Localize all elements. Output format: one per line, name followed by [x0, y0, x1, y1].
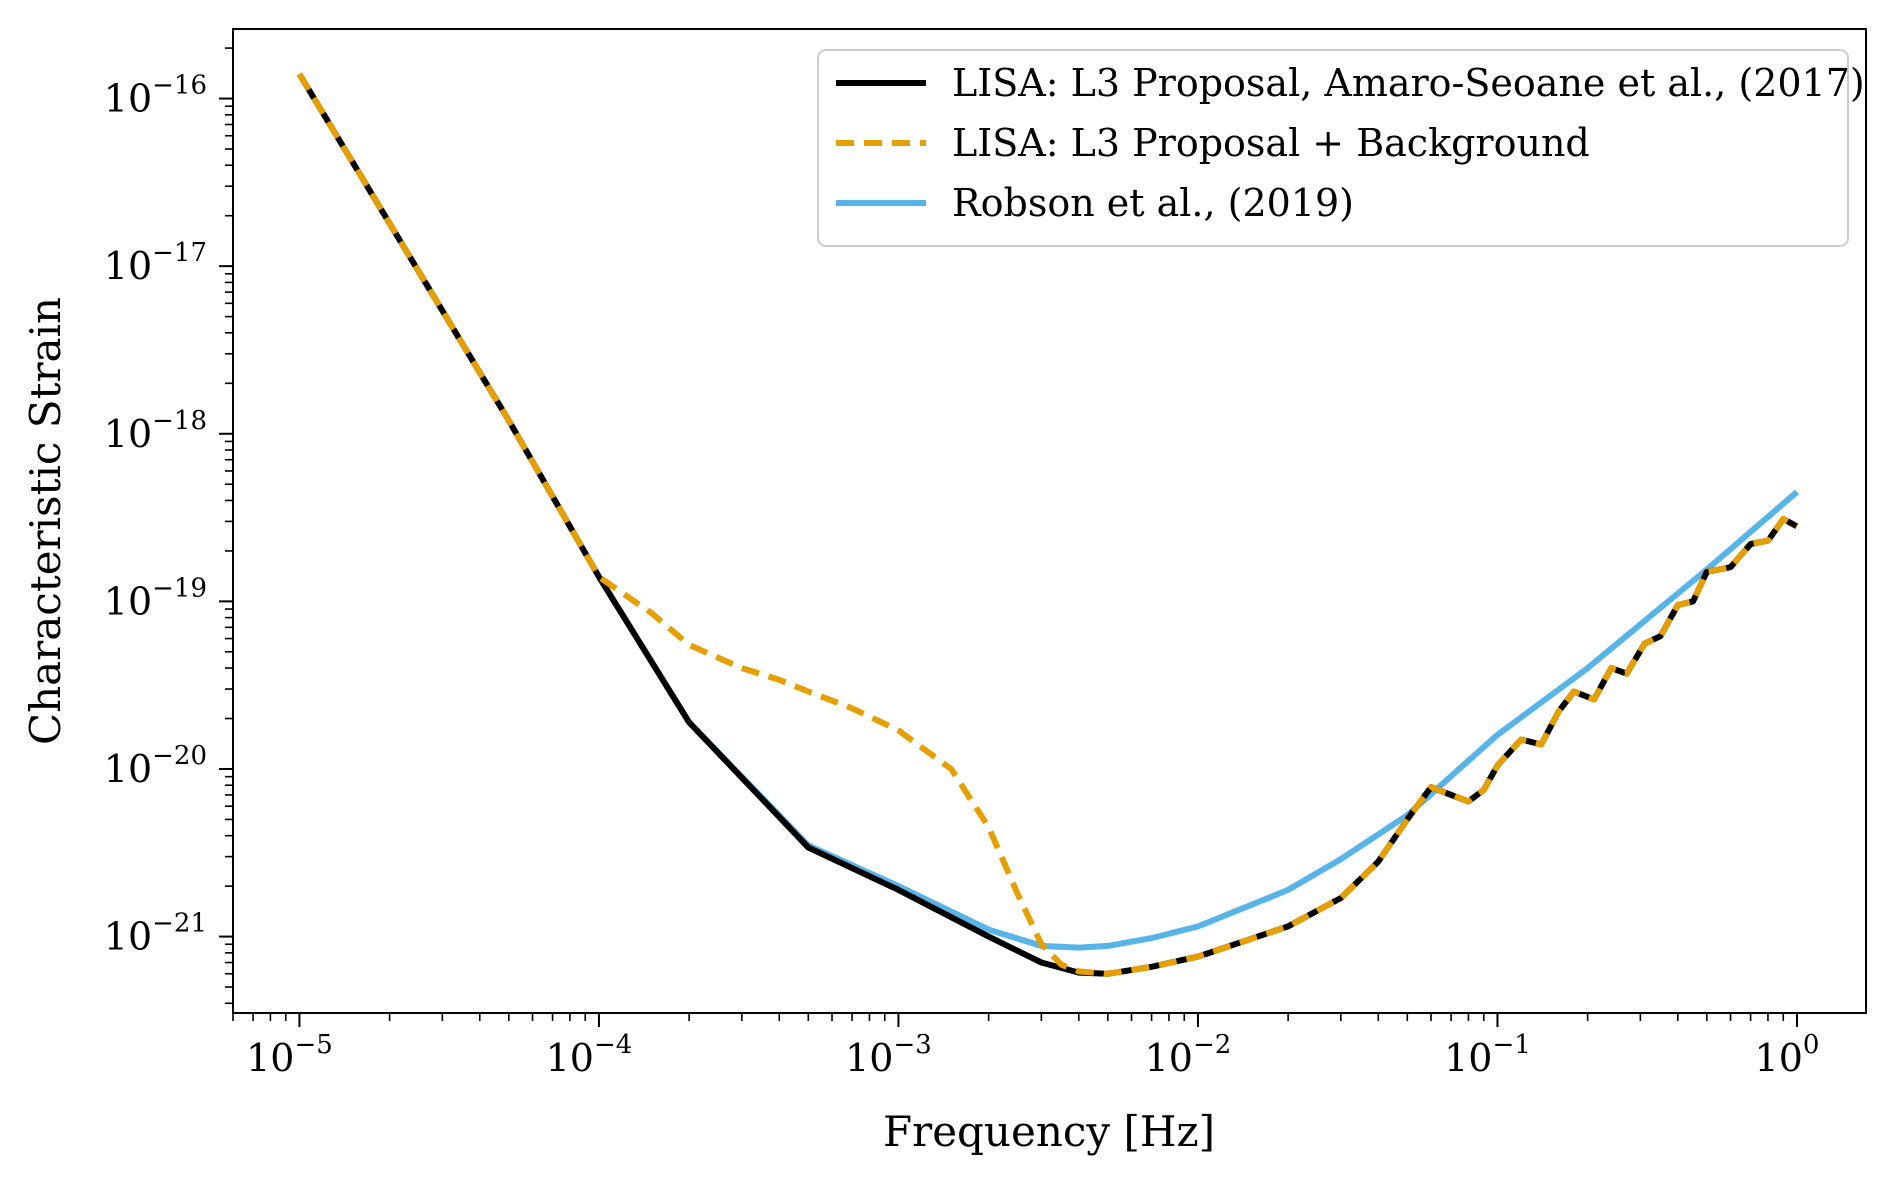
x-axis-label: Frequency [Hz] [883, 1107, 1215, 1156]
y-tick-label: 10−21 [104, 909, 207, 959]
y-axis-label: Characteristic Strain [21, 297, 70, 745]
legend: LISA: L3 Proposal, Amaro-Seoane et al., … [817, 49, 1865, 247]
y-tick-label: 10−18 [104, 406, 207, 456]
y-tick-label: 10−16 [104, 71, 207, 121]
x-tick-label: 100 [1755, 1030, 1820, 1080]
x-tick-label: 10−2 [1145, 1030, 1232, 1080]
x-tick-label: 10−1 [1444, 1030, 1531, 1080]
legend-label-3: Robson et al., (2019) [952, 181, 1354, 225]
x-tick-label: 10−4 [546, 1030, 633, 1080]
y-tick-label: 10−17 [104, 238, 207, 288]
x-tick-label: 10−5 [246, 1030, 333, 1080]
y-tick-label: 10−19 [104, 573, 207, 623]
series-line-2 [296, 72, 1799, 977]
legend-label-1: LISA: L3 Proposal, Amaro-Seoane et al., … [952, 61, 1865, 105]
x-axis: 10−5 10−4 10−3 10−2 10−1 100 [232, 1013, 1820, 1080]
series-layer [296, 72, 1799, 977]
legend-box [817, 49, 1849, 247]
y-axis: 10−16 10−17 10−18 10−19 10−20 10−21 [104, 47, 233, 1005]
y-tick-label: 10−20 [104, 741, 207, 791]
series-line-3 [596, 489, 1799, 951]
legend-label-2: LISA: L3 Proposal + Background [952, 121, 1590, 165]
x-tick-label: 10−3 [845, 1030, 932, 1080]
